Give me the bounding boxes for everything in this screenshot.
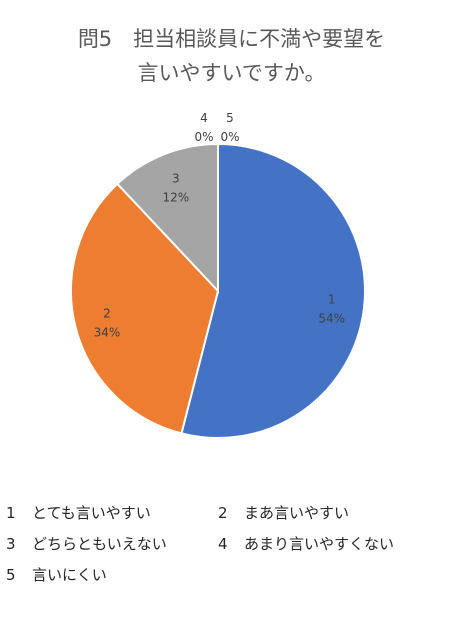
data-label-percent-2: 34% bbox=[94, 326, 121, 340]
chart-title: 問5 担当相談員に不満や要望を 言いやすいですか。 bbox=[0, 22, 463, 90]
legend-item-4: 4 あまり言いやすくない bbox=[218, 535, 395, 553]
data-label-category-3: 3 bbox=[172, 171, 180, 185]
legend-item-3: 3 どちらともいえない bbox=[6, 535, 167, 553]
pie-slice-2 bbox=[70, 182, 220, 435]
data-label-1: 154% bbox=[318, 292, 345, 325]
legend-item-1: 1 とても言いやすい bbox=[6, 504, 151, 522]
data-label-5: 50% bbox=[220, 111, 239, 144]
legend-item-2: 2 まあ言いやすい bbox=[218, 504, 350, 522]
data-label-category-5: 5 bbox=[226, 111, 234, 125]
data-label-percent-4: 0% bbox=[194, 130, 213, 144]
chart-title-line-2: 言いやすいですか。 bbox=[137, 61, 326, 85]
data-label-category-4: 4 bbox=[200, 111, 208, 125]
data-label-percent-3: 12% bbox=[162, 190, 189, 204]
data-label-category-1: 1 bbox=[328, 292, 336, 306]
data-label-4: 40% bbox=[194, 111, 213, 144]
pie-slice-3 bbox=[115, 142, 219, 294]
data-label-percent-5: 0% bbox=[220, 130, 239, 144]
data-label-2: 234% bbox=[94, 307, 121, 340]
legend: 1 とても言いやすい 2 まあ言いやすい 3 どちらともいえない 4 あまり言いやすくな… bbox=[6, 498, 461, 591]
legend-item-5: 5 言いにくい bbox=[6, 566, 107, 584]
chart-title-line-1: 問5 担当相談員に不満や要望を bbox=[77, 27, 386, 51]
data-label-3: 312% bbox=[162, 171, 189, 204]
pie-chart: 154%234%312%40%50% bbox=[70, 111, 366, 439]
data-label-category-2: 2 bbox=[103, 307, 111, 321]
data-label-percent-1: 54% bbox=[318, 311, 345, 325]
pie-slice-1 bbox=[180, 142, 366, 439]
